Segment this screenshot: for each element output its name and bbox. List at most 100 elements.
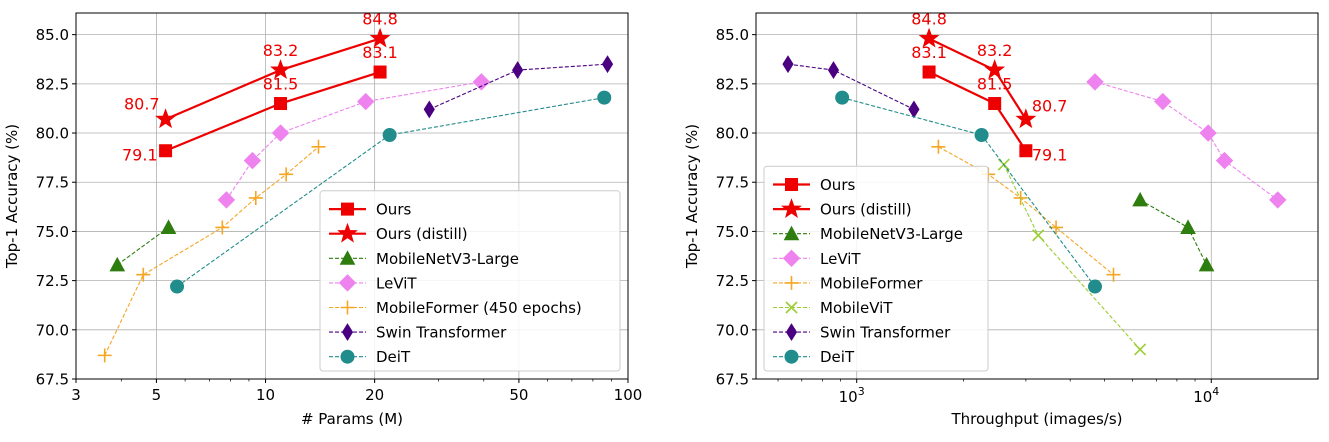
data-point xyxy=(271,124,290,142)
x-tick-label: 100 xyxy=(614,386,643,404)
y-tick-label: 75.0 xyxy=(716,223,749,241)
legend-label: MobileNetV3-Large xyxy=(376,250,519,268)
data-point xyxy=(170,279,185,294)
legend-label: Ours xyxy=(820,176,855,194)
legend-box xyxy=(319,190,621,372)
y-tick-label: 82.5 xyxy=(36,75,69,93)
legend-marker xyxy=(785,178,798,191)
y-tick-label: 77.5 xyxy=(36,174,69,192)
legend-item: MobileFormer (450 epochs) xyxy=(329,299,582,317)
legend-marker xyxy=(785,301,798,314)
data-point xyxy=(1154,92,1172,111)
data-point xyxy=(159,144,173,158)
data-point xyxy=(908,100,920,119)
data-point xyxy=(1199,124,1217,142)
legend-item: MobileNetV3-Large xyxy=(773,225,963,243)
series-levit xyxy=(1086,73,1287,209)
y-tick-label: 82.5 xyxy=(716,75,749,93)
legend-item: Ours xyxy=(773,176,855,194)
data-point xyxy=(423,100,435,119)
data-point xyxy=(1134,343,1147,356)
legend-label: Swin Transformer xyxy=(376,324,507,342)
data-label: 83.2 xyxy=(977,41,1013,60)
y-tick-label: 70.0 xyxy=(36,321,69,339)
data-label: 83.2 xyxy=(263,41,299,60)
y-tick-label: 77.5 xyxy=(716,174,749,192)
data-point xyxy=(1015,108,1037,129)
legend-item: MobileFormer xyxy=(773,274,923,292)
data-point xyxy=(1106,267,1121,282)
data-point xyxy=(918,27,940,48)
legend-label: Ours xyxy=(376,201,411,219)
data-label: 79.1 xyxy=(122,146,158,165)
data-point xyxy=(369,27,391,48)
legend-label: Ours (distill) xyxy=(376,225,468,243)
legend-marker xyxy=(785,323,798,342)
data-point xyxy=(601,55,614,74)
series-mobilenetv3-large xyxy=(109,219,177,272)
data-point xyxy=(984,59,1006,79)
data-point xyxy=(217,191,236,209)
data-point xyxy=(1132,191,1148,207)
series-line xyxy=(116,227,169,266)
data-label: 81.5 xyxy=(263,75,299,94)
data-point xyxy=(311,139,326,154)
data-point xyxy=(472,73,491,91)
data-label: 84.8 xyxy=(911,10,947,29)
series-swin-transformer xyxy=(782,55,920,119)
legend-marker xyxy=(341,202,354,216)
legend-item: LeViT xyxy=(329,274,417,292)
legend-marker xyxy=(339,250,356,265)
series-swin-transformer xyxy=(423,55,614,119)
data-point xyxy=(1215,151,1234,170)
chart-panel-2: 83.1 81.5 79.1 84.8 83.2 80.7 67.5 70.0 72.5 75.0… xyxy=(683,10,1319,428)
data-point xyxy=(931,139,946,154)
legend-label: MobileFormer (450 epochs) xyxy=(376,299,582,317)
series-ours: 79.1 81.5 83.1 xyxy=(122,43,398,165)
data-point xyxy=(109,256,126,272)
y-tick-label: 72.5 xyxy=(36,272,69,290)
data-point xyxy=(1019,144,1033,158)
legend-label: DeiT xyxy=(376,348,411,366)
data-point xyxy=(827,61,840,80)
data-point xyxy=(215,220,230,235)
x-axis-label: Throughput (images/s) xyxy=(950,410,1122,428)
series-deit xyxy=(170,90,612,294)
data-point xyxy=(97,348,112,363)
legend-label: Ours (distill) xyxy=(820,201,912,219)
y-tick-label: 67.5 xyxy=(716,371,749,389)
series-mobileformer-450-epochs xyxy=(97,139,326,363)
y-tick-label: 67.5 xyxy=(36,371,69,389)
data-label: 80.7 xyxy=(1032,96,1068,115)
data-point xyxy=(597,90,612,105)
data-point xyxy=(155,108,177,129)
legend: Ours Ours (distill) MobileNetV3-Large LeViT… xyxy=(319,190,621,372)
legend-marker xyxy=(782,249,801,268)
legend: Ours Ours (distill) MobileNetV3-Large LeViT… xyxy=(763,165,989,372)
data-point xyxy=(357,92,375,111)
series-ours-distill: 84.8 83.2 80.7 xyxy=(911,10,1068,129)
plot-frame xyxy=(755,12,1319,380)
data-point xyxy=(243,151,262,170)
x-tick-label: 103 xyxy=(839,385,865,406)
legend-marker xyxy=(340,300,355,315)
data-point xyxy=(373,65,387,79)
series-line xyxy=(1003,164,1141,350)
legend-item: DeiT xyxy=(329,348,411,366)
series-mobilevit xyxy=(997,158,1147,356)
data-point xyxy=(136,267,151,282)
x-tick-label: 50 xyxy=(509,386,528,404)
data-point xyxy=(974,128,989,142)
data-label: 80.7 xyxy=(124,94,160,113)
data-label: 79.1 xyxy=(1032,146,1068,165)
legend-item: MobileNetV3-Large xyxy=(329,250,519,268)
data-point xyxy=(512,61,524,80)
data-point xyxy=(1269,191,1287,209)
x-tick-exponent: 4 xyxy=(1212,385,1219,398)
data-point xyxy=(782,55,794,74)
x-tick-label: 5 xyxy=(152,386,162,404)
x-tick-label: 3 xyxy=(71,386,81,404)
data-point xyxy=(248,190,263,205)
data-point xyxy=(835,90,850,105)
